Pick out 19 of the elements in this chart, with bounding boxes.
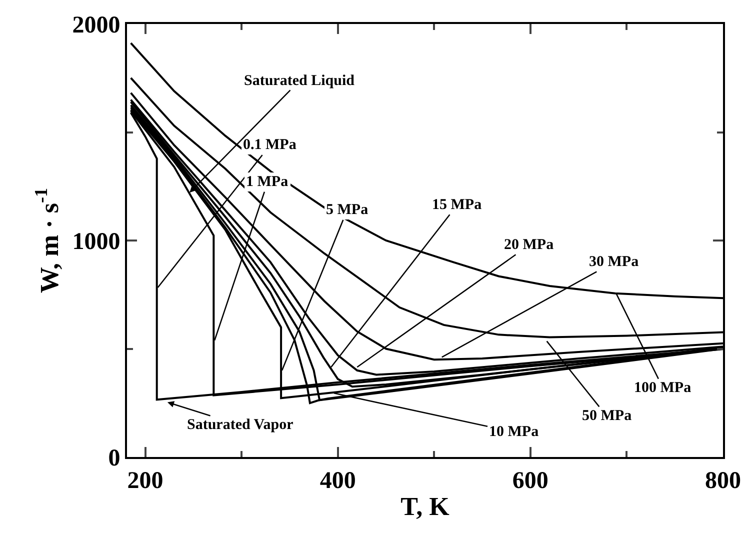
annotation: 100 MPa (634, 380, 692, 396)
annotation: 15 MPa (432, 197, 482, 213)
annotation: 10 MPa (489, 424, 540, 440)
annotation: Saturated Liquid (244, 73, 356, 89)
annotation: 0.1 MPa (243, 137, 297, 153)
annotation: Saturated Vapor (187, 417, 294, 433)
y-tick-label: 1000 (72, 228, 120, 255)
x-tick-label: 400 (320, 468, 356, 494)
y-tick-label: 2000 (72, 12, 120, 38)
annotation: 1 MPa (246, 174, 289, 190)
annotation: 20 MPa (504, 237, 554, 253)
x-tick-label: 200 (127, 468, 164, 494)
annotation: 50 MPa (582, 408, 632, 424)
annotation: 5 MPa (326, 202, 369, 218)
x-tick-label: 800 (705, 468, 741, 494)
annotation: 30 MPa (589, 254, 640, 270)
x-axis-title: T, K (400, 492, 450, 521)
x-tick-label: 600 (512, 468, 548, 494)
y-tick-label: 0 (108, 445, 120, 472)
